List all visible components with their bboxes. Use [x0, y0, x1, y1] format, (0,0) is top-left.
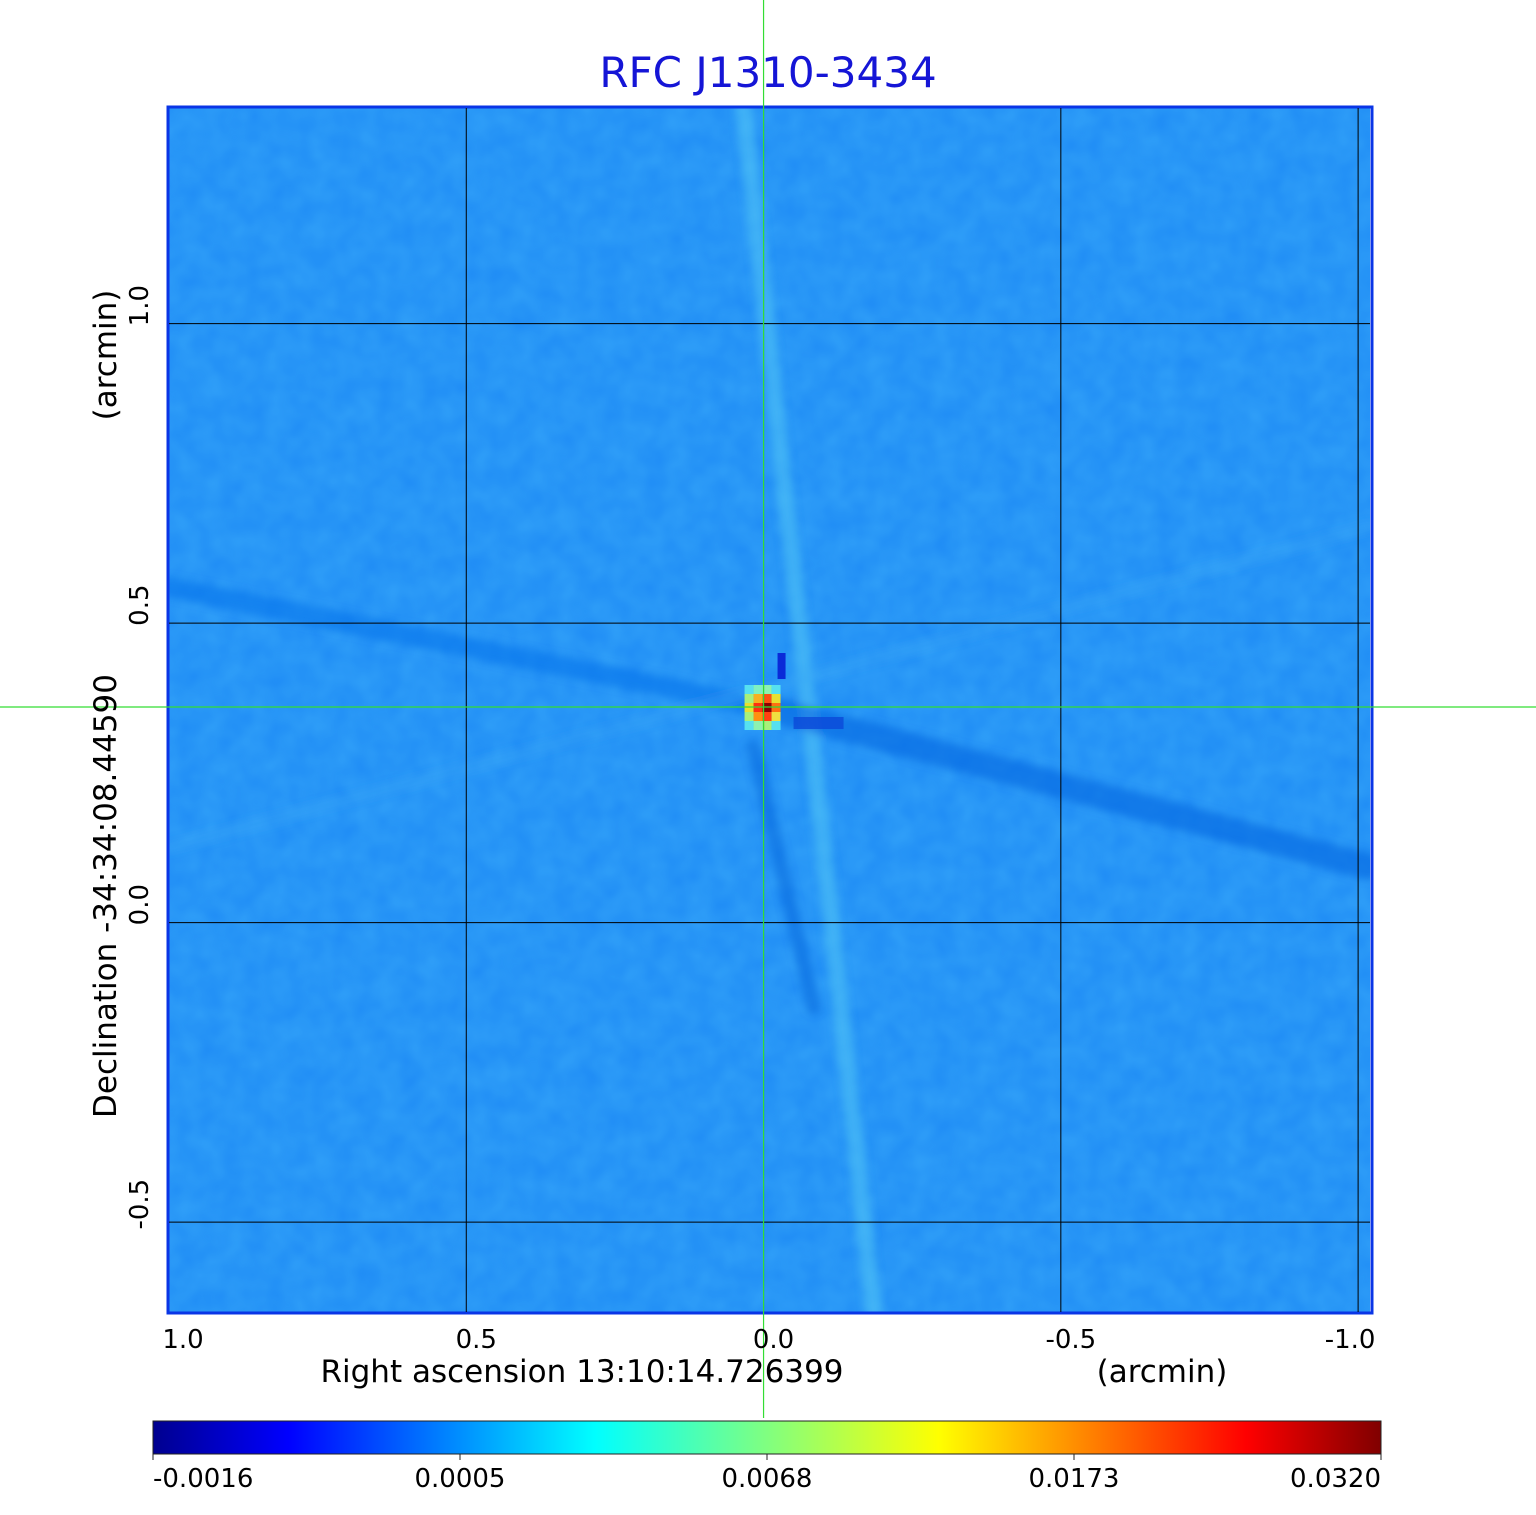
x-tick-label: 0.0 — [753, 1325, 794, 1355]
x-tick-label: 0.5 — [456, 1325, 497, 1355]
plot-frame — [166, 105, 1374, 1315]
peak-pixel — [744, 712, 754, 722]
peak-pixel — [753, 721, 763, 731]
y-axis-label: Declination -34:34:08.44590 — [88, 674, 124, 1118]
y-tick-labels: 1.0 0.5 0.0 -0.5 — [125, 285, 155, 1230]
image-plot-area — [169, 108, 1370, 1312]
peak-pixel — [771, 712, 781, 722]
peak-pixel — [762, 712, 772, 722]
peak-pixel — [753, 712, 763, 722]
negative-sidelobe-pixel — [793, 717, 844, 730]
peak-pixel — [762, 721, 772, 731]
sidelobe-streak — [750, 694, 1370, 881]
y-tick-label: 0.5 — [125, 584, 155, 625]
y-axis-unit: (arcmin) — [88, 290, 124, 421]
x-tick-label: -1.0 — [1325, 1325, 1376, 1355]
y-tick-label: 1.0 — [125, 285, 155, 326]
colorbar-tick-label: 0.0173 — [1029, 1464, 1120, 1494]
peak-pixel — [762, 694, 772, 704]
peak-pixel — [771, 685, 781, 695]
x-tick-labels: 1.0 0.5 0.0 -0.5 -1.0 — [162, 1325, 1375, 1355]
x-axis-unit: (arcmin) — [1097, 1354, 1228, 1390]
y-tick-label: -0.5 — [125, 1179, 155, 1230]
peak-pixel — [771, 721, 781, 731]
peak-pixel — [753, 685, 763, 695]
peak-pixel — [771, 694, 781, 704]
colorbar-tick-label: 0.0068 — [722, 1464, 813, 1494]
peak-pixel — [744, 694, 754, 704]
colorbar-tick-label: -0.0016 — [153, 1464, 253, 1494]
chart-title: RFC J1310-3434 — [599, 48, 936, 97]
x-tick-label: -0.5 — [1045, 1325, 1096, 1355]
peak-pixel — [744, 685, 754, 695]
y-tick-label: 0.0 — [125, 884, 155, 925]
colorbar-tick-label: 0.0320 — [1290, 1464, 1381, 1494]
crosshair — [0, 0, 1536, 1418]
peak-pixel — [762, 685, 772, 695]
negative-sidelobe-pixel — [777, 653, 786, 680]
colorbar — [152, 1420, 1382, 1455]
x-axis-label: Right ascension 13:10:14.726399 — [320, 1354, 843, 1390]
peak-pixel — [744, 721, 754, 731]
peak-pixel — [753, 694, 763, 704]
colorbar-tick-label: 0.0005 — [415, 1464, 506, 1494]
colorbar-tick-labels: -0.0016 0.0005 0.0068 0.0173 0.0320 — [152, 1454, 1382, 1494]
x-tick-label: 1.0 — [162, 1325, 203, 1355]
